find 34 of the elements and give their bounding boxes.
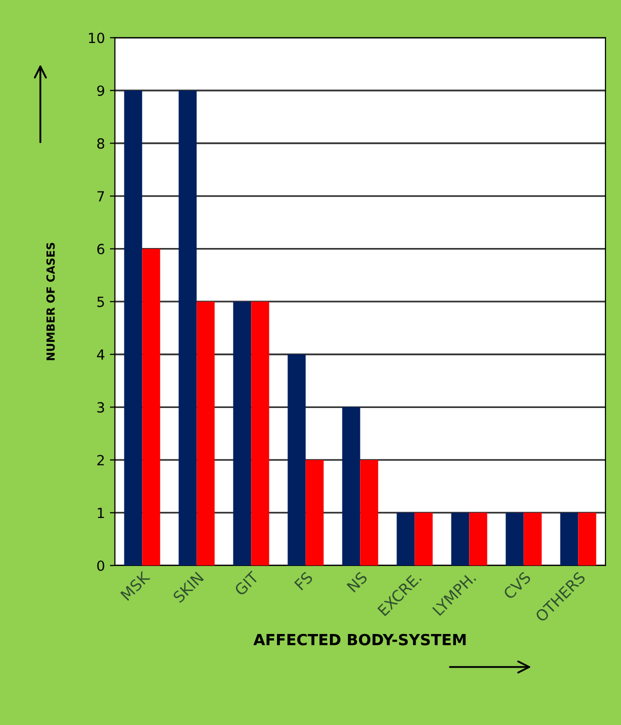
y-tick-label: 5	[97, 296, 104, 308]
x-tick-label: GIT	[234, 570, 260, 596]
bar	[560, 512, 578, 566]
bar	[414, 512, 433, 566]
x-tick-label: FS	[294, 571, 314, 591]
bar	[360, 460, 378, 566]
bar	[196, 302, 215, 566]
y-tick-label: 3	[97, 402, 104, 413]
bar	[124, 90, 142, 566]
bar	[288, 354, 306, 566]
bar	[396, 512, 415, 566]
x-tick-label: NS	[346, 571, 368, 593]
bar	[251, 302, 270, 566]
y-axis-title: NUMBER OF CASES	[46, 242, 55, 360]
y-tick-label: 2	[97, 454, 104, 466]
bar	[178, 90, 197, 566]
y-tick-label: 4	[97, 350, 104, 360]
y-tick-label: 10	[89, 32, 104, 44]
bar	[578, 512, 596, 566]
y-tick-label: 9	[97, 85, 104, 96]
bar	[306, 460, 324, 566]
x-axis-title: AFFECTED BODY-SYSTEM	[253, 634, 466, 646]
y-tick-label: 8	[97, 138, 104, 149]
y-tick-label: 1	[98, 508, 104, 518]
bar	[142, 248, 160, 566]
bar	[506, 512, 524, 566]
y-tick-label: 7	[97, 191, 104, 202]
bar	[524, 512, 542, 566]
bar	[451, 512, 470, 566]
bar	[469, 512, 488, 566]
y-tick-label: 6	[97, 244, 104, 254]
y-tick-label: 0	[97, 560, 104, 571]
bar	[342, 407, 360, 566]
bar	[233, 302, 252, 566]
